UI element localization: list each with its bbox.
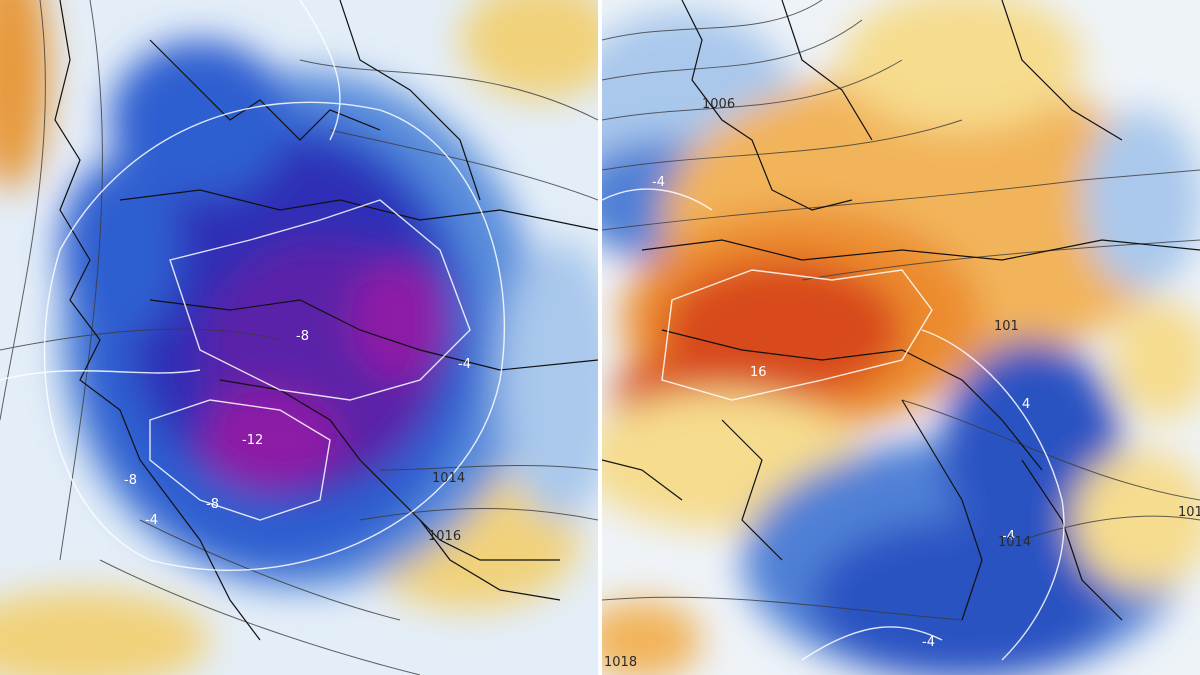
left-isotherm-label: -8: [124, 473, 137, 488]
left-coastlines: [54, 0, 598, 641]
right-isotherms: [602, 188, 1065, 661]
right-isobar-label: 101: [994, 319, 1019, 334]
right-map-canvas: 16 -4 -4 4 -4 1006 1014 1018 101 101: [602, 0, 1200, 675]
left-isotherm-label: -4: [458, 357, 471, 372]
right-temperature-map: 16 -4 -4 4 -4 1006 1014 1018 101 101: [602, 0, 1200, 675]
right-isobar-label: 1018: [604, 655, 637, 670]
left-isotherm-label: -12: [242, 433, 263, 448]
left-isobar-label: 1014: [432, 471, 465, 486]
left-temperature-map: -8 -12 -8 -8 -4 -4 1014 1016: [0, 0, 598, 675]
right-isotherm-label: 16: [750, 365, 767, 380]
left-isotherm-label: -8: [296, 329, 309, 344]
right-isobar-label: 101: [1178, 505, 1200, 520]
right-temperature-field: [602, 0, 1200, 675]
left-map-canvas: -8 -12 -8 -8 -4 -4 1014 1016: [0, 0, 598, 675]
left-temperature-field: [0, 0, 598, 675]
right-isotherm-label: -4: [652, 175, 665, 190]
panel-divider: [598, 0, 602, 675]
left-isotherm-label: -4: [145, 513, 158, 528]
right-isotherm-label: 4: [1022, 397, 1030, 412]
right-isotherm-label: -4: [1002, 529, 1015, 544]
right-isobar-label: 1006: [702, 97, 735, 112]
left-isotherms: [0, 0, 506, 571]
right-coastlines: [602, 0, 1200, 621]
left-isotherm-label: -8: [206, 497, 219, 512]
right-isobars: [602, 0, 1200, 621]
left-isobars: [0, 0, 598, 675]
right-isobar-label: 1014: [998, 535, 1031, 550]
right-isotherm-label: -4: [922, 635, 935, 650]
left-isobar-label: 1016: [428, 529, 461, 544]
